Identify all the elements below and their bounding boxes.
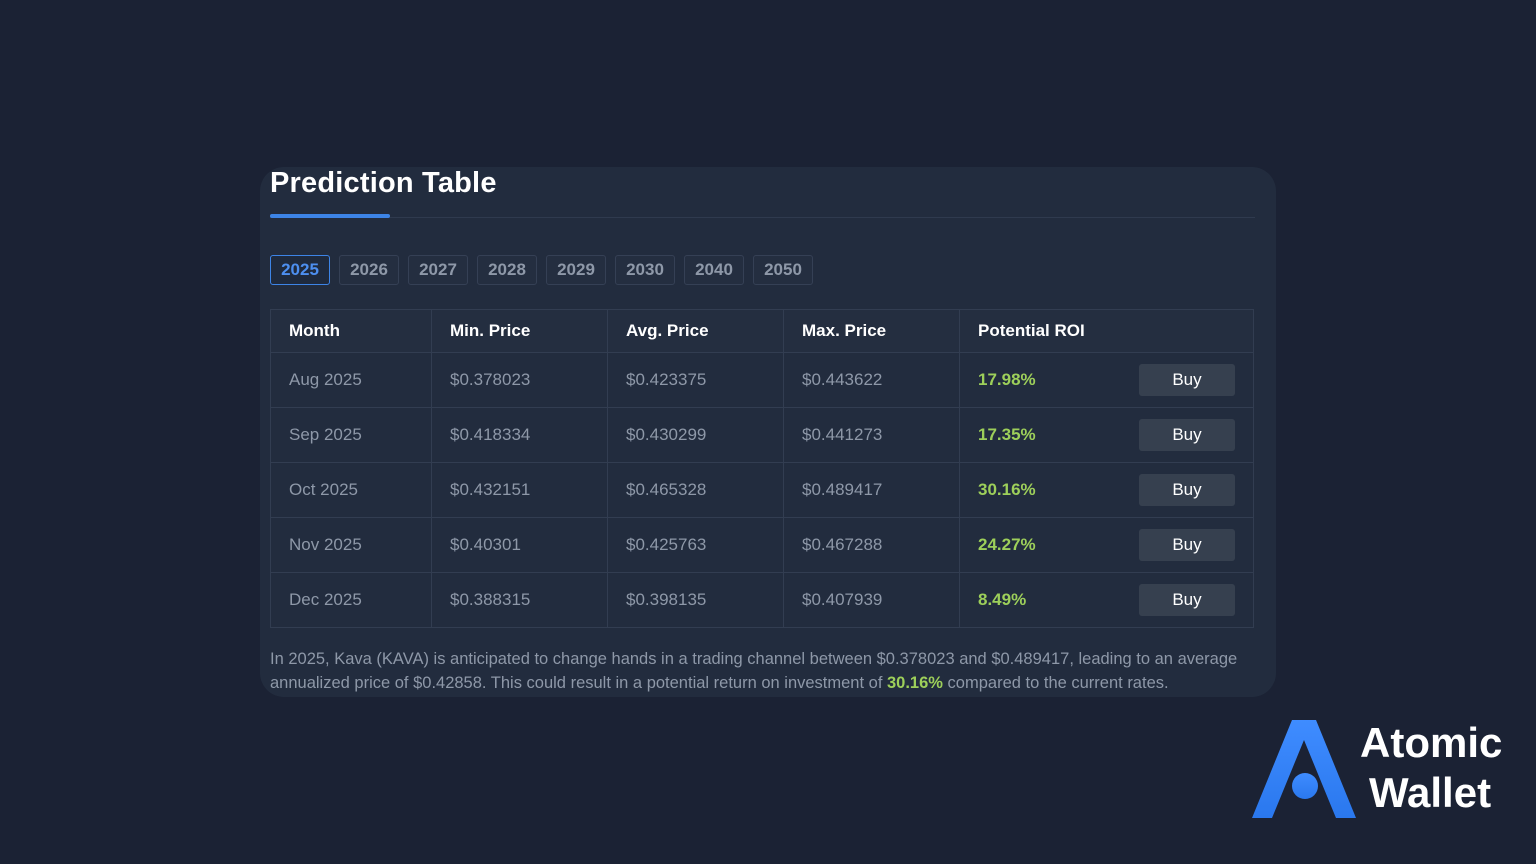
roi-value: 17.98% — [978, 370, 1036, 389]
cell-month: Sep 2025 — [289, 425, 362, 444]
tab-year-2025[interactable]: 2025 — [270, 255, 330, 285]
card-title: Prediction Table — [270, 167, 497, 199]
title-underline — [270, 214, 390, 218]
buy-button[interactable]: Buy — [1139, 419, 1235, 451]
cell-roi: 30.16% Buy — [959, 463, 1253, 517]
header-month: Month — [289, 321, 340, 340]
header-min-price: Min. Price — [431, 310, 607, 352]
roi-value: 30.16% — [978, 480, 1036, 499]
tab-year-2050[interactable]: 2050 — [753, 255, 813, 285]
cell-max-price: $0.407939 — [783, 573, 959, 627]
table-row: Sep 2025 $0.418334 $0.430299 $0.441273 1… — [271, 407, 1253, 462]
roi-value: 24.27% — [978, 535, 1036, 554]
brand-line-1: Atomic — [1360, 719, 1503, 766]
tab-year-2027[interactable]: 2027 — [408, 255, 468, 285]
cell-month: Aug 2025 — [289, 370, 362, 389]
cell-roi: 17.98% Buy — [959, 353, 1253, 407]
brand-wordmark: Atomic Wallet — [1360, 718, 1503, 818]
cell-min-price: $0.40301 — [431, 518, 607, 572]
cell-month: Dec 2025 — [289, 590, 362, 609]
buy-button[interactable]: Buy — [1139, 584, 1235, 616]
cell-max-price: $0.443622 — [783, 353, 959, 407]
brand-line-2: Wallet — [1368, 769, 1492, 816]
buy-button[interactable]: Buy — [1139, 364, 1235, 396]
cell-avg-price: $0.430299 — [607, 408, 783, 462]
header-potential-roi: Potential ROI — [959, 310, 1253, 352]
table-header-row: Month Min. Price Avg. Price Max. Price P… — [271, 310, 1253, 352]
cell-max-price: $0.441273 — [783, 408, 959, 462]
tab-year-2028[interactable]: 2028 — [477, 255, 537, 285]
cell-roi: 17.35% Buy — [959, 408, 1253, 462]
summary-after: compared to the current rates. — [942, 674, 1169, 692]
cell-min-price: $0.432151 — [431, 463, 607, 517]
cell-min-price: $0.388315 — [431, 573, 607, 627]
table-row: Nov 2025 $0.40301 $0.425763 $0.467288 24… — [271, 517, 1253, 572]
summary-roi-highlight: 30.16% — [887, 674, 943, 692]
cell-roi: 8.49% Buy — [959, 573, 1253, 627]
table-row: Oct 2025 $0.432151 $0.465328 $0.489417 3… — [271, 462, 1253, 517]
tab-year-2040[interactable]: 2040 — [684, 255, 744, 285]
roi-value: 8.49% — [978, 590, 1027, 609]
atomic-wallet-logo-icon — [1252, 720, 1356, 818]
cell-min-price: $0.418334 — [431, 408, 607, 462]
cell-avg-price: $0.425763 — [607, 518, 783, 572]
cell-avg-price: $0.465328 — [607, 463, 783, 517]
roi-value: 17.35% — [978, 425, 1036, 444]
buy-button[interactable]: Buy — [1139, 474, 1235, 506]
cell-max-price: $0.467288 — [783, 518, 959, 572]
title-divider — [270, 217, 1255, 218]
buy-button[interactable]: Buy — [1139, 529, 1235, 561]
table-row: Aug 2025 $0.378023 $0.423375 $0.443622 1… — [271, 352, 1253, 407]
summary-before: In 2025, Kava (KAVA) is anticipated to c… — [270, 650, 1238, 692]
tab-year-2030[interactable]: 2030 — [615, 255, 675, 285]
cell-roi: 24.27% Buy — [959, 518, 1253, 572]
tab-year-2029[interactable]: 2029 — [546, 255, 606, 285]
header-max-price: Max. Price — [783, 310, 959, 352]
prediction-table: Month Min. Price Avg. Price Max. Price P… — [270, 309, 1254, 628]
cell-max-price: $0.489417 — [783, 463, 959, 517]
summary-text: In 2025, Kava (KAVA) is anticipated to c… — [270, 647, 1260, 695]
tab-year-2026[interactable]: 2026 — [339, 255, 399, 285]
year-tabs: 2025 2026 2027 2028 2029 2030 2040 2050 — [270, 255, 813, 285]
cell-month: Nov 2025 — [289, 535, 362, 554]
cell-min-price: $0.378023 — [431, 353, 607, 407]
prediction-card: Prediction Table 2025 2026 2027 2028 202… — [260, 167, 1276, 697]
cell-avg-price: $0.398135 — [607, 573, 783, 627]
cell-month: Oct 2025 — [289, 480, 358, 499]
cell-avg-price: $0.423375 — [607, 353, 783, 407]
atomic-wallet-brand: Atomic Wallet — [1252, 718, 1512, 822]
header-avg-price: Avg. Price — [607, 310, 783, 352]
table-row: Dec 2025 $0.388315 $0.398135 $0.407939 8… — [271, 572, 1253, 627]
